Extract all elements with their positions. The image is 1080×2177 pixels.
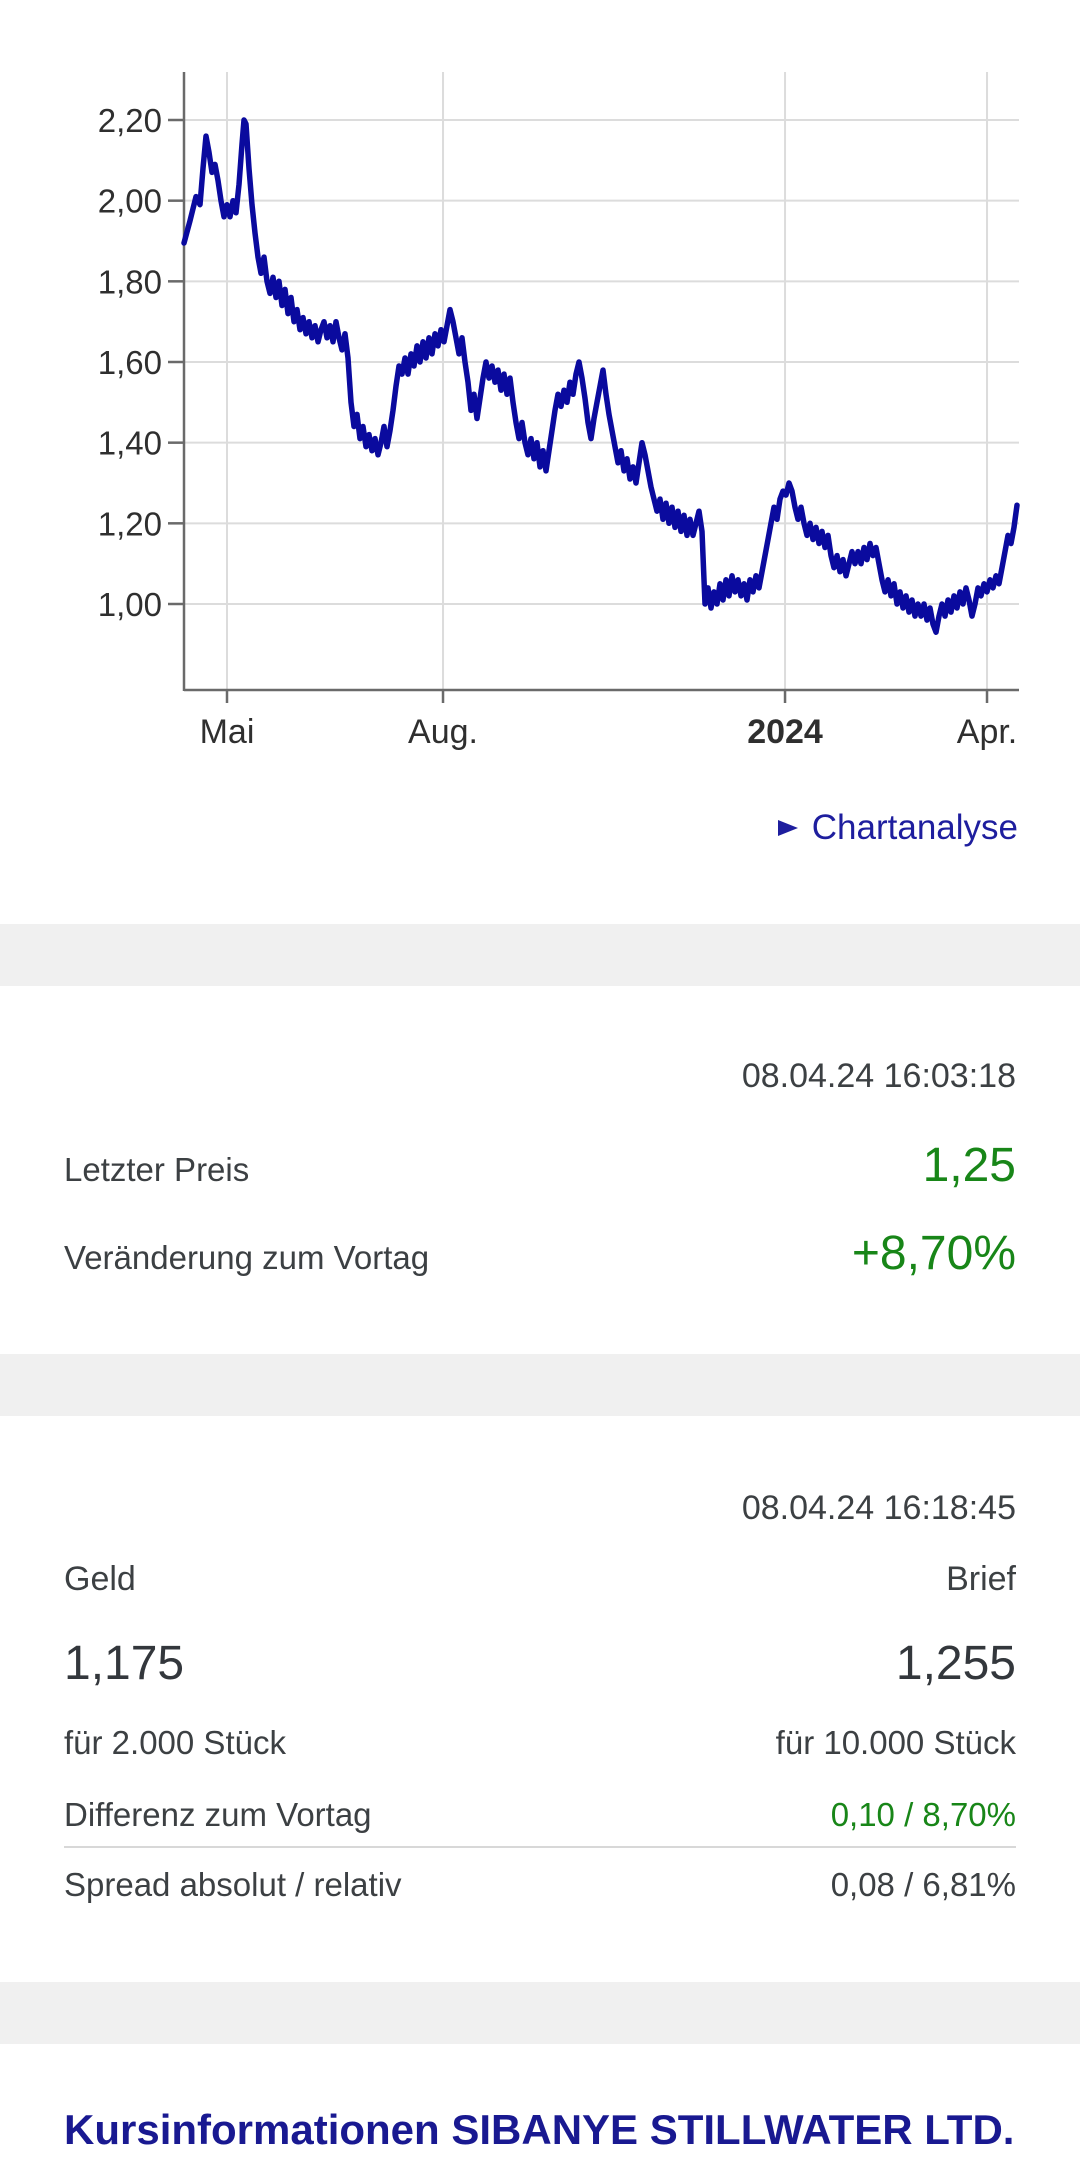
section-divider-band bbox=[0, 924, 1080, 986]
svg-text:1,60: 1,60 bbox=[98, 344, 162, 381]
bid-ask-size-row: für 2.000 Stück für 10.000 Stück bbox=[64, 1724, 1016, 1764]
change-value: +8,70% bbox=[851, 1227, 1016, 1280]
price-chart: 2,20 2,00 1,80 1,60 1,40 1,20 1,00 Mai Aug. 2024 A… bbox=[0, 0, 1080, 770]
bid-size: für 2.000 Stück bbox=[64, 1724, 286, 1761]
bid-ask-header-row: Geld Brief bbox=[64, 1560, 1016, 1600]
change-label: Veränderung zum Vortag bbox=[64, 1239, 430, 1276]
row-divider bbox=[64, 1846, 1016, 1848]
svg-text:Mai: Mai bbox=[200, 713, 255, 751]
last-price-value: 1,25 bbox=[922, 1139, 1016, 1192]
svg-text:1,20: 1,20 bbox=[98, 505, 162, 542]
price-chart-svg: 2,20 2,00 1,80 1,60 1,40 1,20 1,00 Mai Aug. 2024 A… bbox=[98, 72, 1020, 751]
svg-text:1,00: 1,00 bbox=[98, 586, 162, 623]
last-price-label: Letzter Preis bbox=[64, 1151, 250, 1188]
svg-text:Apr.: Apr. bbox=[957, 713, 1017, 751]
change-row: Veränderung zum Vortag +8,70% bbox=[64, 1226, 1016, 1282]
spread-row: Spread absolut / relativ 0,08 / 6,81% bbox=[64, 1866, 1016, 1906]
difference-value: 0,10 / 8,70% bbox=[830, 1796, 1016, 1833]
chartanalyse-row: Chartanalyse bbox=[0, 803, 1080, 853]
section-divider-band bbox=[0, 1354, 1080, 1416]
bid-ask-section: 08.04.24 16:18:45 Geld Brief 1,175 1,255… bbox=[0, 1488, 1080, 1906]
last-price-row: Letzter Preis 1,25 bbox=[64, 1138, 1016, 1194]
section-divider-band bbox=[0, 1982, 1080, 2044]
bid-label: Geld bbox=[64, 1560, 136, 1598]
quote-timestamp: 08.04.24 16:03:18 bbox=[741, 1057, 1016, 1095]
bid-ask-price-row: 1,175 1,255 bbox=[64, 1636, 1016, 1692]
bidask-timestamp: 08.04.24 16:18:45 bbox=[741, 1489, 1016, 1527]
ask-label: Brief bbox=[946, 1560, 1016, 1598]
ask-size: für 10.000 Stück bbox=[775, 1724, 1016, 1761]
svg-text:Aug.: Aug. bbox=[408, 713, 478, 751]
svg-text:2,00: 2,00 bbox=[98, 183, 162, 220]
chartanalyse-label: Chartanalyse bbox=[811, 808, 1018, 847]
svg-text:2,20: 2,20 bbox=[98, 102, 162, 139]
difference-label: Differenz zum Vortag bbox=[64, 1796, 372, 1833]
kursinformationen-heading: Kursinformationen SIBANYE STILLWATER LTD… bbox=[64, 2106, 1015, 2153]
spread-label: Spread absolut / relativ bbox=[64, 1866, 402, 1903]
svg-text:2024: 2024 bbox=[747, 713, 823, 751]
chartanalyse-link[interactable]: Chartanalyse bbox=[777, 808, 1018, 848]
difference-row: Differenz zum Vortag 0,10 / 8,70% bbox=[64, 1796, 1016, 1836]
ask-price: 1,255 bbox=[895, 1637, 1016, 1690]
svg-text:1,40: 1,40 bbox=[98, 425, 162, 462]
bid-price: 1,175 bbox=[64, 1637, 185, 1690]
spread-value: 0,08 / 6,81% bbox=[830, 1866, 1016, 1903]
last-price-section: 08.04.24 16:03:18 Letzter Preis 1,25 Ver… bbox=[0, 1056, 1080, 1282]
svg-text:1,80: 1,80 bbox=[98, 263, 162, 300]
arrow-right-icon bbox=[777, 820, 798, 836]
